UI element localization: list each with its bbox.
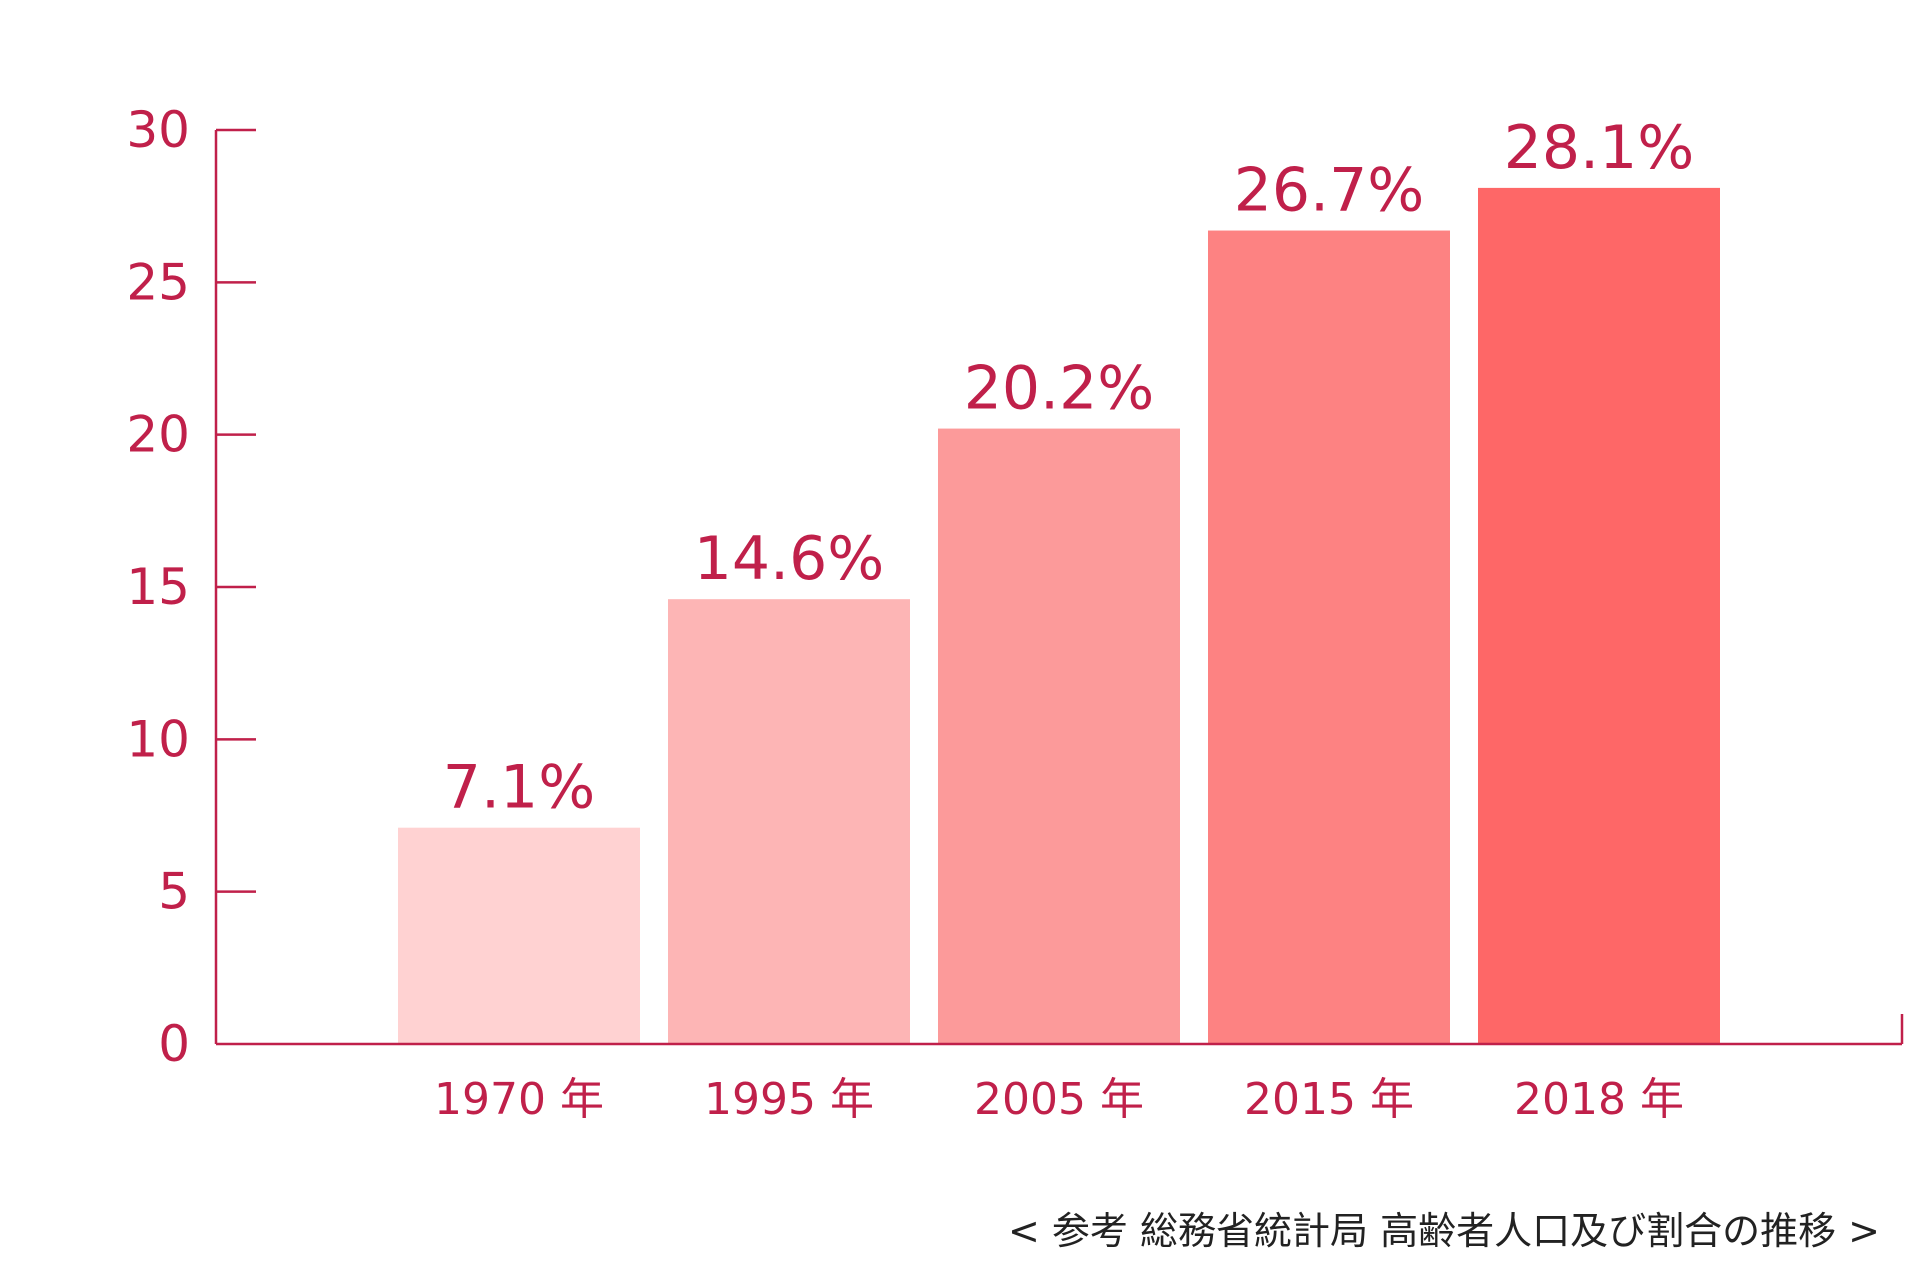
x-tick-label: 2015 年 [1244, 1074, 1414, 1125]
bar [1208, 230, 1450, 1045]
x-tick-label: 2005 年 [974, 1074, 1144, 1125]
y-tick-label: 5 [158, 863, 190, 921]
y-tick-label: 20 [126, 406, 190, 464]
data-label: 14.6% [694, 524, 885, 594]
y-tick-label: 30 [126, 101, 190, 159]
bar [668, 599, 910, 1044]
data-label: 26.7% [1234, 156, 1425, 226]
x-tick-label: 1970 年 [434, 1074, 604, 1125]
y-tick-label: 25 [126, 253, 190, 311]
bar [398, 827, 640, 1044]
x-tick-label: 2018 年 [1514, 1074, 1684, 1125]
x-tick-label: 1995 年 [704, 1074, 874, 1125]
y-tick-label: 0 [158, 1015, 190, 1073]
y-tick-label: 10 [126, 710, 190, 768]
data-label: 7.1% [443, 753, 595, 823]
source-note: < 参考 総務省統計局 高齢者人口及び割合の推移 > [1008, 1209, 1880, 1253]
y-tick-label: 15 [126, 558, 190, 616]
data-label: 20.2% [964, 354, 1155, 424]
data-label: 28.1% [1504, 113, 1695, 183]
bar [938, 428, 1180, 1044]
bar [1478, 187, 1720, 1045]
